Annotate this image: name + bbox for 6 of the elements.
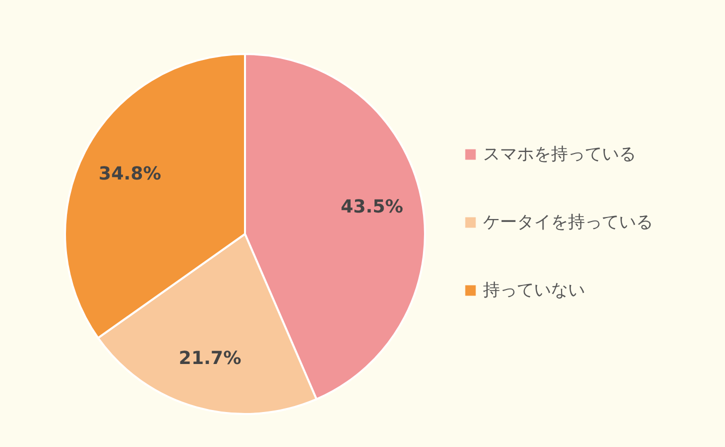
legend-label: 持っていない: [483, 280, 585, 300]
data-label: 21.7%: [178, 348, 242, 369]
legend-label: スマホを持っている: [483, 144, 636, 164]
legend-label: ケータイを持っている: [483, 212, 653, 232]
data-label: 43.5%: [340, 196, 404, 218]
data-label: 34.8%: [98, 163, 162, 184]
